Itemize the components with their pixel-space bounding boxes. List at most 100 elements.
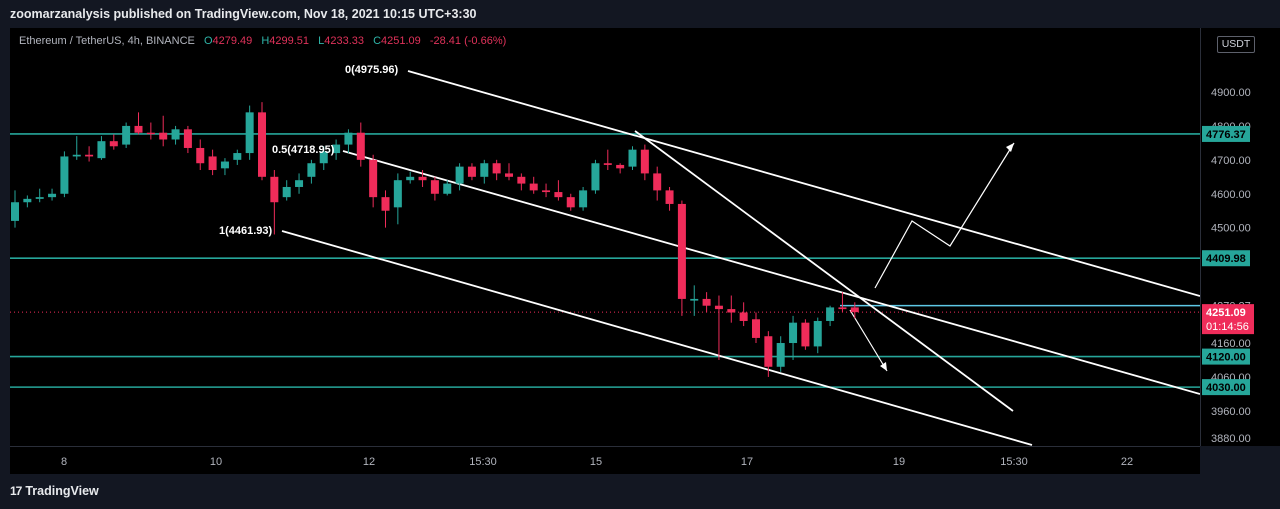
fib-label: 1(4461.93) [219,225,273,237]
candle-body [455,166,464,184]
tradingview-logo[interactable]: 17 TradingView [10,484,99,498]
time-tick-label: 22 [1121,456,1133,468]
legend-open-key: O [203,35,213,47]
candle-body [776,343,785,367]
candle-body [640,149,649,174]
chart-area[interactable]: 0(4975.96) 0.5(4718.95) 1(4461.93) [10,28,1201,446]
candle-body [183,129,192,148]
candle-body [591,163,600,191]
price-chart[interactable]: 0(4975.96) 0.5(4718.95) 1(4461.93) [10,28,1201,446]
upper-channel-line [407,70,1201,297]
candle-body [752,319,760,338]
horizontal-levels [10,133,1200,388]
candle-body [566,197,575,208]
fib-labels: 0(4975.96) 0.5(4718.95) 1(4461.93) [219,64,399,237]
legend-change: -28.41 (-0.66%) [429,35,507,47]
candle-body [826,307,835,321]
time-tick-label: 10 [210,456,222,468]
time-tick-label: 15:30 [1000,456,1028,468]
price-tick-label: 4700.00 [1211,155,1251,167]
candle-body [344,132,353,145]
candle-body [603,163,612,165]
price-tick-label: 4500.00 [1211,223,1251,235]
candle-body [690,298,699,301]
price-axis-svg: 5100.004900.004800.004700.004600.004500.… [1202,19,1254,445]
top-bar: zoomarzanalysis published on TradingView… [0,0,1280,28]
candle-body [418,176,427,181]
time-tick-label: 17 [741,456,753,468]
price-tick-label: 4900.00 [1211,87,1251,99]
candle-body [146,132,155,135]
candle-body [159,132,168,140]
candle-body [23,198,32,203]
candle-body [85,154,94,157]
tradingview-logo-icon: 17 [10,484,22,498]
candle-body [677,203,686,299]
bullish-arrow-head [1006,143,1014,152]
candle-body [480,163,489,177]
price-tick-label: 4600.00 [1211,189,1251,201]
candle-body [616,164,625,169]
candle-body [319,151,328,164]
candle-body [60,156,69,194]
candle-body [171,129,180,140]
candle-body [406,176,415,181]
time-tick-label: 8 [61,456,67,468]
candle-body [702,298,711,306]
chart-legend: Ethereum / TetherUS, 4h, BINANCE O4279.4… [19,35,506,47]
price-tick-label: 4160.00 [1211,338,1251,350]
candle-body [72,154,81,157]
candle-body [356,132,365,160]
candle-body [295,180,304,187]
middle-channel-line [342,150,1201,395]
candle-body [208,156,217,171]
lower-channel-line [281,230,1033,446]
currency-unit-button[interactable]: USDT [1217,36,1255,53]
candle-body [628,149,637,167]
publisher-line: zoomarzanalysis published on TradingView… [10,7,477,21]
candle-body [789,322,798,344]
candle-body [665,190,674,204]
footer: 17 TradingView [0,474,1280,509]
candle-body [97,141,106,159]
candle-body [233,153,242,160]
candle-body [11,202,19,221]
candle-body [307,163,316,177]
time-axis[interactable]: 8 10 12 15:30 15 17 19 15:30 22 [10,446,1200,475]
level-price-badge [1202,348,1250,365]
candle-body [134,125,143,133]
time-tick-label: 15:30 [469,456,497,468]
candles [11,102,859,377]
level-price-label: 4030.00 [1206,382,1246,394]
candle-body [838,307,847,310]
candle-body [35,197,44,199]
bearish-arrow-head [880,362,887,371]
legend-close: 4251.09 [381,35,421,47]
bullish-projection-path [874,142,1015,289]
candle-body [443,183,452,194]
candle-body [727,309,736,313]
price-axis[interactable]: 5100.004900.004800.004700.004600.004500.… [1200,19,1280,446]
legend-symbol: Ethereum / TetherUS, 4h, BINANCE [19,35,195,47]
candle-body [48,193,57,198]
candle-body [739,312,748,321]
candle-body [529,183,538,191]
price-tick-label: 3960.00 [1211,406,1251,418]
price-tick-label: 3880.00 [1211,433,1251,445]
legend-low-key: L [318,35,325,47]
candle-body [579,190,588,208]
current-price-badge [1202,304,1254,335]
candle-body [270,176,279,203]
candle-body [850,307,859,313]
time-tick-label: 19 [893,456,905,468]
candle-body [430,180,439,194]
price-tick-label: 5100.00 [1211,28,1251,31]
time-tick-label: 12 [363,456,375,468]
candle-body [554,192,563,198]
candle-body [381,197,390,211]
level-price-label: 4120.00 [1206,352,1246,364]
candle-body [813,320,822,347]
fib-label: 0.5(4718.95) [272,144,335,156]
time-tick-label: 15 [590,456,602,468]
level-price-badge [1202,379,1250,396]
